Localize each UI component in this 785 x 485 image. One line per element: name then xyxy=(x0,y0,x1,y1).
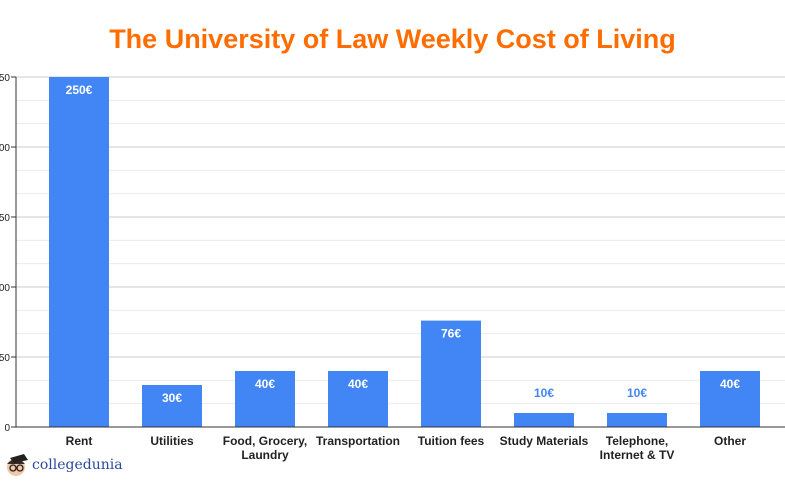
data-label: 40€ xyxy=(348,377,368,391)
y-tick-label: 250 xyxy=(0,73,10,84)
y-tick-label: 150 xyxy=(0,213,10,224)
x-tick-label: Tuition fees xyxy=(418,434,485,448)
x-tick-label: Utilities xyxy=(150,434,194,448)
y-tick-label: 50 xyxy=(0,353,10,364)
data-label: 40€ xyxy=(255,377,275,391)
x-tick-label: Food, Grocery, xyxy=(223,434,307,448)
mascot-icon xyxy=(7,454,28,476)
bar-4 xyxy=(328,371,388,427)
bar-8 xyxy=(700,371,760,427)
data-label: 30€ xyxy=(162,391,182,405)
data-label: 10€ xyxy=(627,386,647,400)
bar-2 xyxy=(142,385,202,427)
bar-7 xyxy=(607,413,667,427)
data-label: 250€ xyxy=(66,83,93,97)
x-tick-label: Laundry xyxy=(241,448,289,462)
x-tick-label: Internet & TV xyxy=(600,448,675,462)
y-tick-label: 100 xyxy=(0,283,10,294)
data-label: 40€ xyxy=(720,377,740,391)
y-tick-label: 0 xyxy=(4,423,10,434)
x-tick-label: Telephone, xyxy=(606,434,668,448)
data-label: 10€ xyxy=(534,386,554,400)
bar-3 xyxy=(235,371,295,427)
data-label: 76€ xyxy=(441,327,461,341)
y-tick-label: 200 xyxy=(0,143,10,154)
bar-5 xyxy=(421,320,481,427)
x-tick-label: Transportation xyxy=(316,434,400,448)
logo-text: collegedunia xyxy=(32,457,123,473)
x-tick-label: Study Materials xyxy=(500,434,589,448)
chart-title: The University of Law Weekly Cost of Liv… xyxy=(109,24,676,54)
x-tick-label: Other xyxy=(714,434,746,448)
bar-6 xyxy=(514,413,574,427)
x-tick-label: Rent xyxy=(66,434,93,448)
collegedunia-logo: collegedunia xyxy=(4,452,123,478)
bar-1 xyxy=(49,77,109,427)
